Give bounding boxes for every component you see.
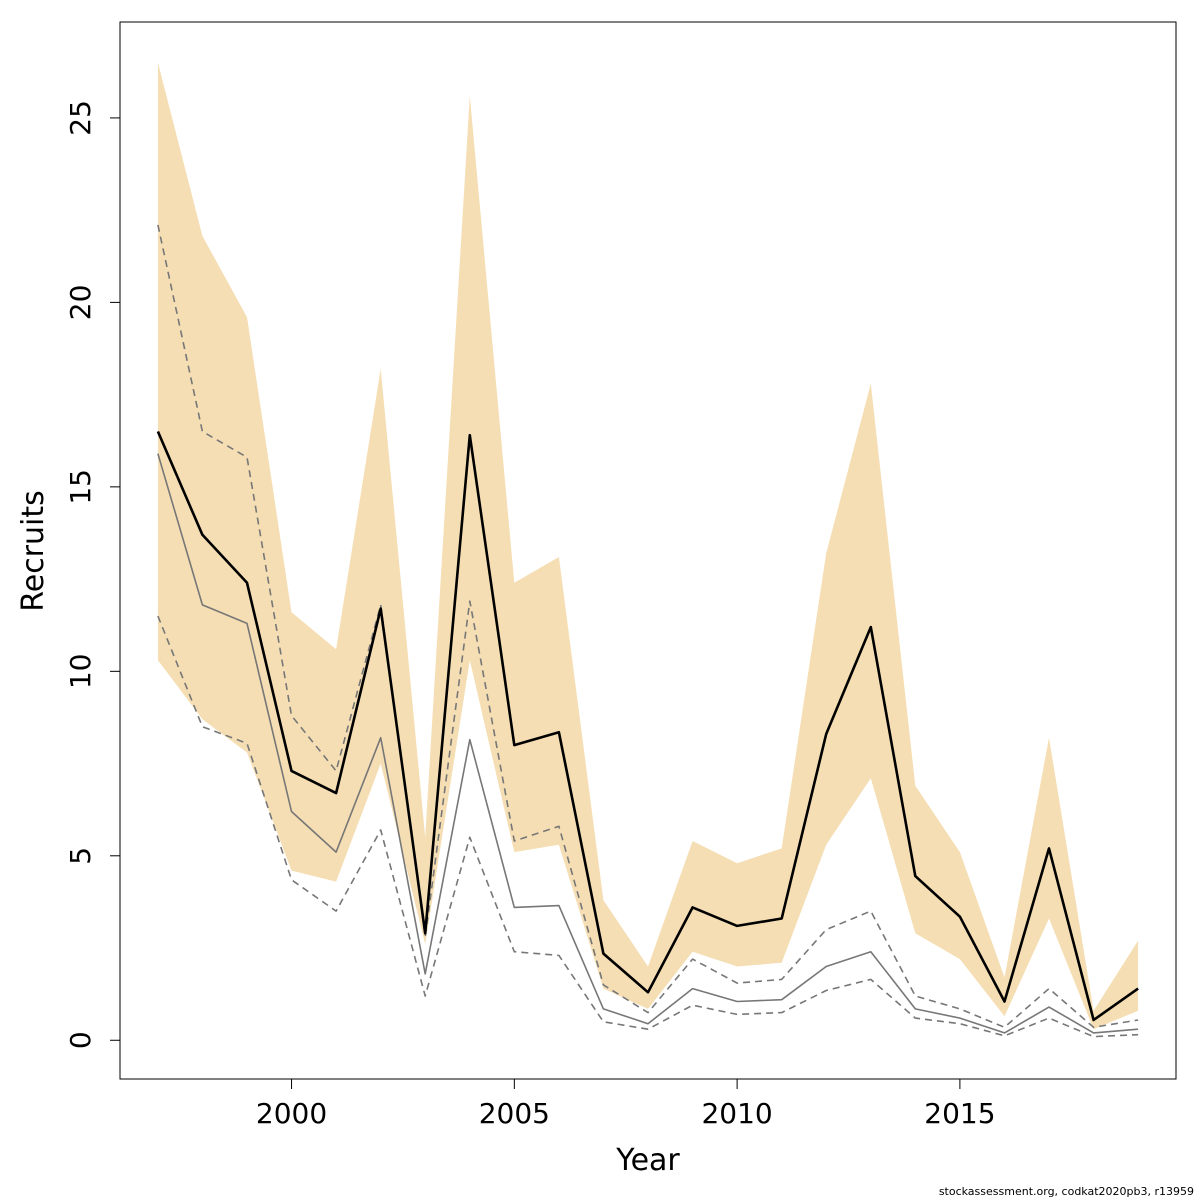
y-tick-label: 15	[64, 469, 97, 505]
x-axis: 2000 2005 2010 2015	[256, 1079, 996, 1130]
y-tick-label: 10	[64, 654, 97, 690]
plot-frame	[119, 21, 1177, 1080]
y-tick-label: 20	[64, 285, 97, 321]
series-lines-layer	[156, 224, 1139, 1038]
x-tick-label: 2000	[256, 1097, 327, 1130]
y-axis-title: Recruits	[16, 490, 51, 612]
confidence-band-layer	[157, 62, 1139, 1030]
series-line-2	[157, 453, 1139, 1034]
y-tick-label: 25	[64, 100, 97, 136]
x-axis-title: Year	[615, 1143, 680, 1178]
series-line-4	[157, 615, 1139, 1038]
x-tick-label: 2010	[701, 1097, 772, 1130]
y-tick-label: 0	[64, 1031, 97, 1049]
x-tick-label: 2005	[479, 1097, 550, 1130]
y-tick-label: 5	[64, 847, 97, 865]
y-axis: 0 5 10 15 20 25	[64, 100, 120, 1049]
confidence-band	[157, 62, 1139, 1030]
x-tick-label: 2015	[924, 1097, 995, 1130]
series-line-3	[157, 224, 1139, 1029]
credit-text: stockassessment.org, codkat2020pb3, r139…	[938, 1185, 1194, 1198]
series-line-1	[156, 430, 1139, 1022]
